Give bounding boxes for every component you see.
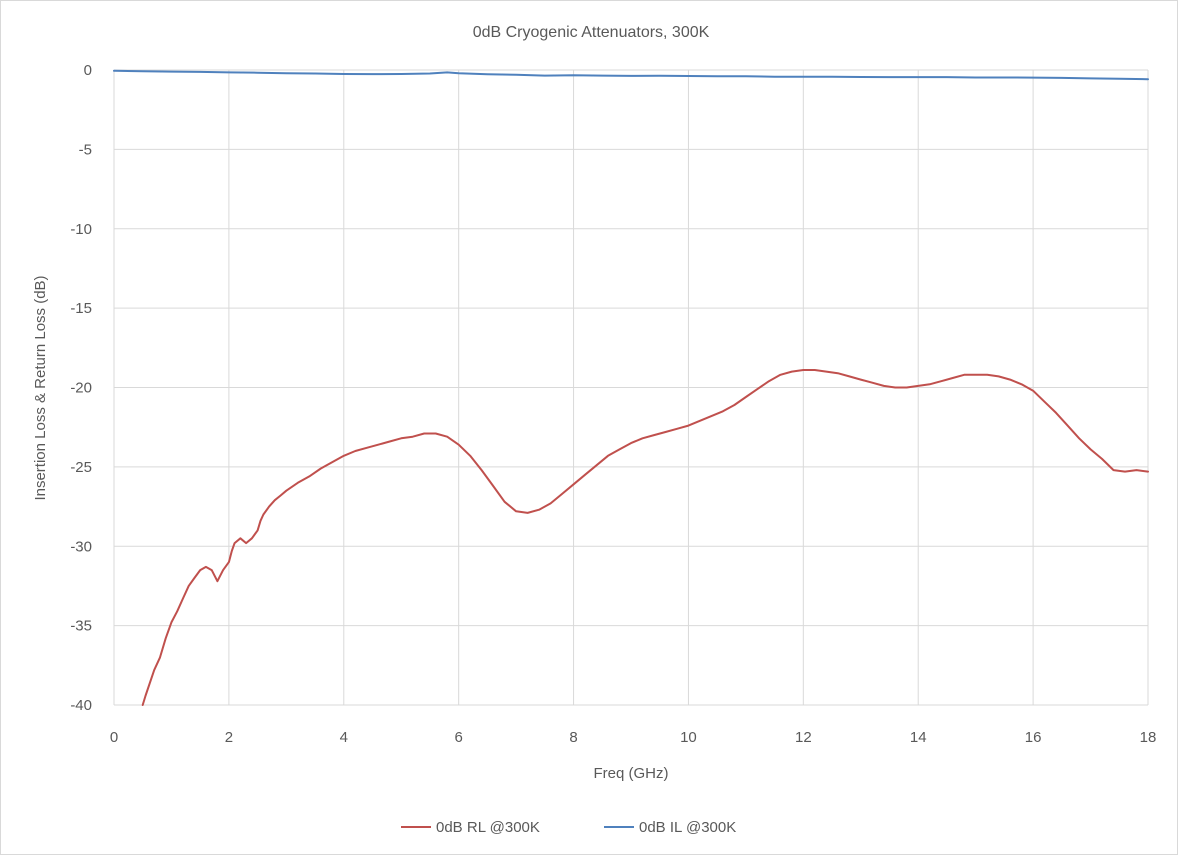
y-tick-label: -30 xyxy=(70,538,92,555)
x-tick-label: 0 xyxy=(110,729,118,746)
legend: 0dB RL @300K 0dB IL @300K xyxy=(401,819,736,836)
x-tick-label: 10 xyxy=(680,729,697,746)
y-tick-label: -40 xyxy=(70,697,92,714)
x-tick-label: 6 xyxy=(454,729,462,746)
y-tick-label: -15 xyxy=(70,300,92,317)
y-tick-label: -35 xyxy=(70,618,92,635)
x-tick-label: 16 xyxy=(1025,729,1042,746)
y-tick-label: -5 xyxy=(79,141,92,158)
y-tick-label: -10 xyxy=(70,221,92,238)
x-tick-label: 14 xyxy=(910,729,927,746)
grid xyxy=(113,69,1149,706)
series-lines xyxy=(113,69,1149,706)
series-line-1 xyxy=(113,69,1149,81)
series-line-0 xyxy=(141,369,1149,706)
x-tick-label: 2 xyxy=(225,729,233,746)
chart-title: 0dB Cryogenic Attenuators, 300K xyxy=(473,24,710,41)
y-axis-title: Insertion Loss & Return Loss (dB) xyxy=(32,275,49,500)
legend-label: 0dB IL @300K xyxy=(639,819,736,836)
x-axis-title: Freq (GHz) xyxy=(594,765,669,782)
legend-label: 0dB RL @300K xyxy=(436,819,540,836)
y-tick-label: 0 xyxy=(84,62,92,79)
y-tick-label: -25 xyxy=(70,459,92,476)
x-tick-label: 12 xyxy=(795,729,812,746)
axes: 0 -5 -10 -15 -20 -25 -30 -35 -40 0 2 4 6 8 10 12 14 16 18 xyxy=(70,62,1156,746)
y-tick-label: -20 xyxy=(70,380,92,397)
x-tick-label: 4 xyxy=(340,729,348,746)
x-tick-label: 18 xyxy=(1140,729,1157,746)
x-tick-label: 8 xyxy=(569,729,577,746)
